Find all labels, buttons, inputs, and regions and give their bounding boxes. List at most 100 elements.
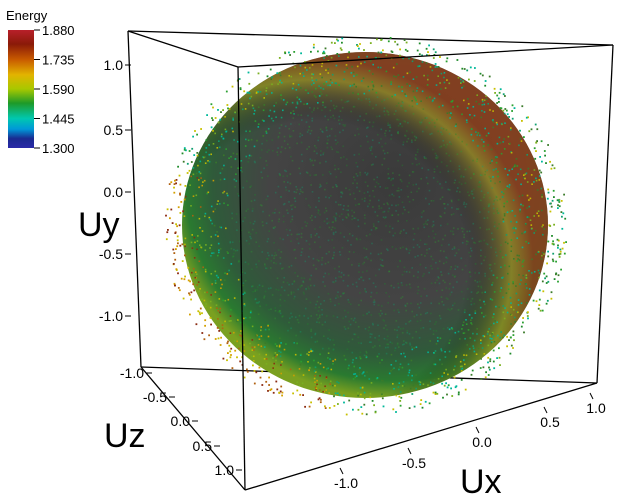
data-point [309, 301, 312, 304]
data-point [250, 310, 252, 312]
data-point [513, 258, 515, 260]
data-point [395, 248, 397, 250]
data-point [445, 287, 448, 289]
data-point [392, 408, 395, 411]
data-point [255, 263, 257, 266]
data-point [219, 311, 221, 314]
data-point [531, 272, 533, 274]
data-point [405, 341, 407, 344]
data-point [323, 275, 325, 278]
data-point [289, 229, 291, 232]
data-point [356, 182, 358, 185]
data-point [313, 284, 316, 287]
data-point [218, 330, 221, 332]
data-point [399, 54, 401, 57]
data-point [461, 230, 464, 233]
data-point [220, 279, 222, 281]
data-point [538, 304, 541, 306]
data-point [178, 224, 181, 227]
data-point [352, 378, 355, 380]
data-point [238, 195, 240, 197]
data-point [210, 323, 212, 326]
data-point [530, 224, 533, 226]
data-point [316, 300, 319, 303]
data-point [278, 71, 281, 74]
data-point [386, 110, 388, 112]
data-point [190, 291, 193, 294]
data-point [453, 302, 456, 305]
data-point [446, 223, 449, 225]
data-point [408, 252, 410, 254]
data-point [316, 383, 318, 386]
data-point [397, 125, 400, 127]
data-point [250, 237, 252, 240]
data-point [532, 299, 535, 302]
data-point [347, 274, 350, 277]
data-point [466, 230, 468, 233]
data-point [411, 374, 413, 377]
data-point [245, 210, 248, 212]
data-point [295, 334, 297, 337]
data-point [456, 190, 458, 193]
data-point [559, 250, 562, 253]
data-point [463, 354, 465, 356]
data-point [380, 85, 383, 87]
data-point [522, 317, 524, 319]
data-point [230, 354, 232, 356]
data-point [419, 239, 422, 241]
data-point [480, 285, 482, 288]
data-point [445, 368, 447, 371]
box-front-edges [127, 30, 614, 491]
data-point [483, 111, 486, 113]
data-point [348, 301, 350, 304]
data-point [179, 212, 182, 214]
data-point [331, 226, 334, 229]
data-point [325, 196, 327, 198]
data-point [223, 202, 225, 205]
data-point [474, 263, 477, 265]
data-point [496, 357, 498, 359]
data-point [360, 406, 363, 408]
data-point [492, 331, 494, 334]
data-point [339, 131, 341, 134]
data-point [516, 260, 518, 262]
data-point [347, 311, 349, 314]
data-point [470, 247, 472, 250]
data-point [214, 117, 217, 119]
x-tick-label: 0.0 [472, 434, 492, 450]
data-point [378, 339, 380, 341]
data-point [364, 217, 366, 219]
data-point [484, 314, 487, 317]
data-point [313, 359, 315, 362]
data-point [496, 102, 498, 104]
data-point [342, 292, 344, 295]
data-point [533, 215, 535, 217]
data-point [419, 302, 422, 304]
data-point [418, 337, 421, 339]
data-point [396, 190, 398, 192]
data-point [281, 267, 283, 270]
data-point [429, 66, 432, 68]
data-point [215, 161, 217, 164]
data-point [237, 278, 240, 281]
data-point [313, 82, 315, 84]
data-point [476, 160, 478, 163]
data-point [427, 219, 429, 221]
data-point [430, 312, 432, 315]
data-point [442, 238, 444, 241]
data-point [294, 200, 297, 203]
x-tick-mark [407, 447, 412, 455]
data-point [458, 181, 461, 184]
data-point [552, 243, 555, 246]
data-point [475, 100, 478, 103]
data-point [379, 345, 381, 347]
data-point [500, 244, 502, 246]
data-point [396, 334, 399, 336]
data-point [271, 76, 273, 79]
data-point [476, 328, 478, 330]
data-point [483, 300, 485, 303]
data-point [287, 143, 289, 146]
data-point [489, 267, 491, 270]
data-point [369, 149, 372, 152]
data-point [353, 373, 355, 375]
